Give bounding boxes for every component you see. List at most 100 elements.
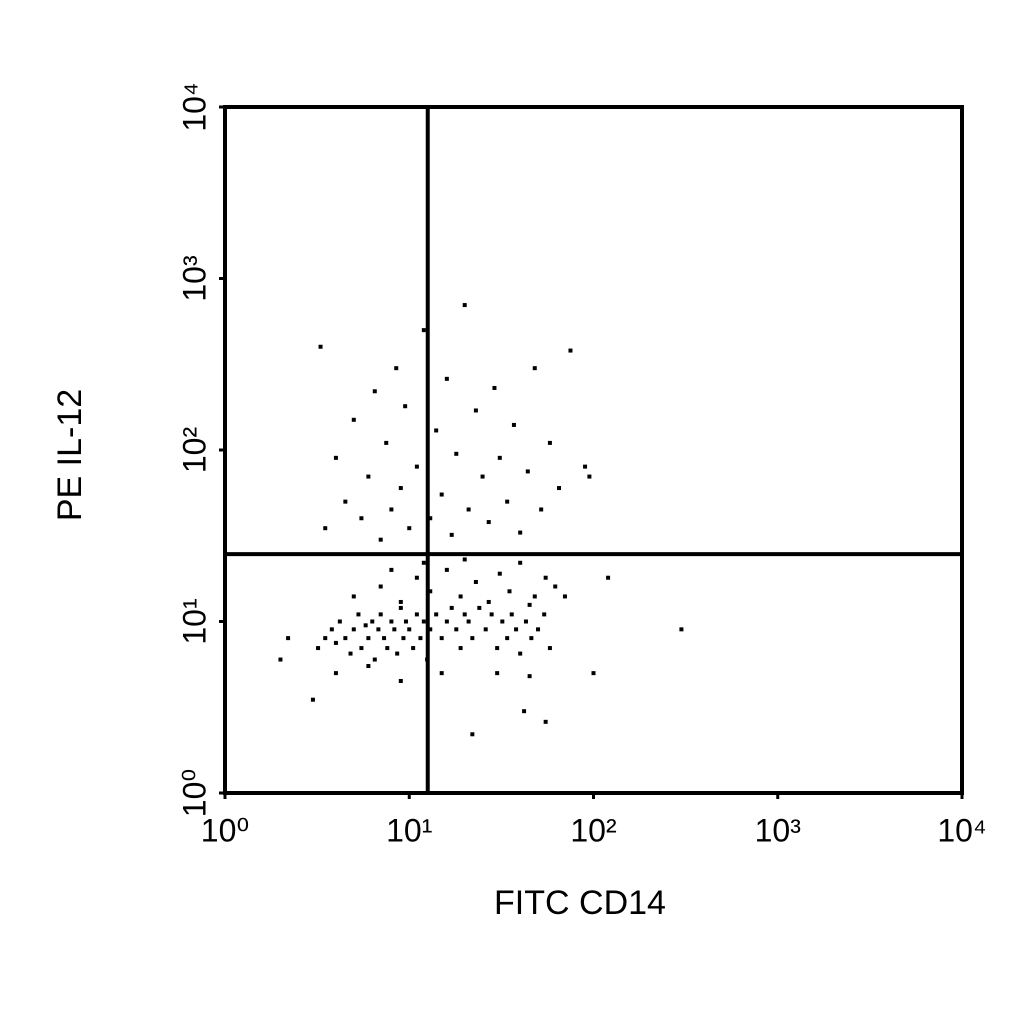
- dot: [480, 474, 485, 479]
- dot: [434, 612, 439, 617]
- dot: [470, 732, 475, 737]
- dot: [509, 612, 514, 617]
- dot: [414, 612, 419, 617]
- dot: [394, 366, 399, 371]
- dot: [532, 594, 537, 599]
- dot: [403, 619, 408, 624]
- dot: [407, 526, 412, 531]
- dot: [395, 651, 400, 656]
- dot: [384, 440, 389, 445]
- dot: [525, 469, 530, 474]
- dot: [458, 646, 463, 651]
- dot: [407, 627, 412, 632]
- dot: [439, 671, 444, 676]
- dot: [466, 619, 471, 624]
- dot: [473, 408, 478, 413]
- dot: [366, 474, 371, 479]
- dot: [462, 612, 467, 617]
- dot: [329, 627, 334, 632]
- dot: [389, 567, 394, 572]
- dot: [363, 623, 368, 628]
- dot: [414, 575, 419, 580]
- x-tick-label: 10³: [755, 812, 802, 848]
- dot: [392, 627, 397, 632]
- dot: [286, 636, 291, 641]
- dot: [333, 455, 338, 460]
- y-tick-label: 10⁴: [176, 82, 212, 131]
- dot: [389, 619, 394, 624]
- dot: [376, 627, 381, 632]
- dot: [439, 492, 444, 497]
- dot: [529, 636, 534, 641]
- dot: [389, 507, 394, 512]
- dot: [434, 428, 439, 433]
- dot: [583, 464, 588, 469]
- x-tick-label: 10¹: [386, 812, 432, 848]
- dot: [553, 584, 558, 589]
- dot: [606, 575, 611, 580]
- dot: [679, 627, 684, 632]
- dot: [507, 589, 512, 594]
- dot: [411, 646, 416, 651]
- dot: [454, 451, 459, 456]
- dot: [372, 657, 377, 662]
- dot: [466, 507, 471, 512]
- dot: [458, 594, 463, 599]
- y-tick-label: 10²: [176, 427, 212, 474]
- x-tick-label: 10⁴: [937, 812, 986, 848]
- dot: [518, 651, 523, 656]
- dot: [543, 719, 548, 724]
- dot: [539, 507, 544, 512]
- dot: [385, 646, 390, 651]
- x-axis-label: FITC CD14: [494, 884, 666, 922]
- dot: [323, 636, 328, 641]
- dot: [591, 671, 596, 676]
- dot: [310, 697, 315, 702]
- dot: [428, 516, 433, 521]
- y-tick-label: 10¹: [176, 598, 212, 644]
- dot: [398, 605, 403, 610]
- dot: [351, 627, 356, 632]
- dot: [372, 389, 377, 394]
- dot: [473, 579, 478, 584]
- dot: [492, 385, 497, 390]
- dot: [428, 627, 433, 632]
- dot: [477, 605, 482, 610]
- dot: [421, 560, 426, 565]
- dot: [527, 602, 532, 607]
- x-tick-label: 10²: [570, 812, 617, 848]
- dot: [359, 516, 364, 521]
- dot: [547, 440, 552, 445]
- dot: [587, 474, 592, 479]
- dot: [518, 530, 523, 535]
- dot: [398, 486, 403, 491]
- dot: [444, 567, 449, 572]
- dot: [557, 486, 562, 491]
- dot: [333, 671, 338, 676]
- dot: [359, 646, 364, 651]
- dot: [462, 303, 467, 308]
- dot: [356, 612, 361, 617]
- dot: [497, 571, 502, 576]
- dot: [522, 709, 527, 714]
- dot: [514, 627, 519, 632]
- dot: [536, 627, 541, 632]
- dot: [543, 575, 548, 580]
- dot: [398, 599, 403, 604]
- dot: [523, 619, 528, 624]
- dot: [449, 605, 454, 610]
- dot: [511, 422, 516, 427]
- dot: [483, 627, 488, 632]
- dot: [542, 612, 547, 617]
- dot: [439, 636, 444, 641]
- dot: [489, 612, 494, 617]
- dot: [532, 366, 537, 371]
- dot: [348, 651, 353, 656]
- dot: [495, 646, 500, 651]
- dot: [343, 499, 348, 504]
- dot: [343, 636, 348, 641]
- dot: [398, 678, 403, 683]
- dot: [505, 499, 510, 504]
- dot: [323, 526, 328, 531]
- dot: [547, 646, 552, 651]
